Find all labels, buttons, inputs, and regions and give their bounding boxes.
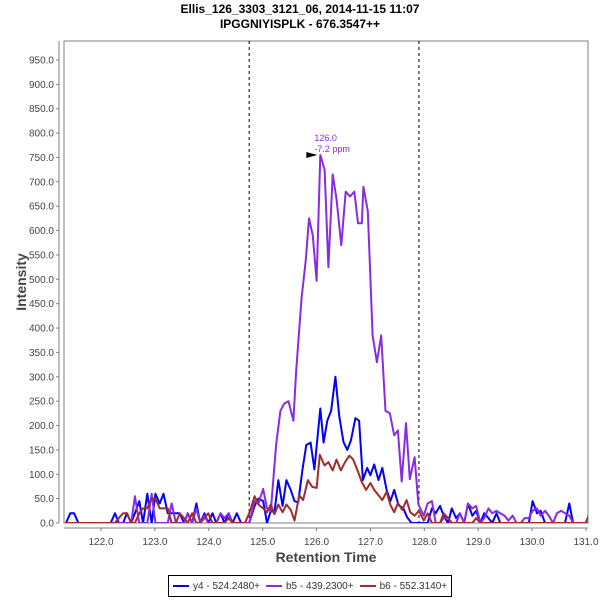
- y-tick-label: 850.0: [29, 104, 54, 115]
- y-tick-label: 200.0: [29, 421, 54, 432]
- y-axis: 0.0 50.0 100.0 150.0 200.0 250.0 300.0 350.0 400…: [29, 41, 60, 530]
- legend-swatch-b6: [359, 585, 376, 587]
- y-tick-label: 450.0: [29, 299, 54, 310]
- y-tick-label: 50.0: [35, 494, 55, 505]
- series-line-b5: [66, 154, 588, 523]
- annotation-ppm: -7.2 ppm: [314, 144, 350, 154]
- y-tick-label: 700.0: [29, 177, 54, 188]
- peak-annotation: 126.0 -7.2 ppm: [306, 133, 350, 159]
- legend-swatch-b5: [266, 585, 282, 587]
- annotation-rt: 126.0: [314, 133, 337, 143]
- y-tick-label: 550.0: [29, 250, 54, 261]
- x-tick-label: 130.0: [520, 537, 545, 548]
- y-tick-label: 800.0: [29, 129, 54, 140]
- x-tick-label: 126.0: [304, 537, 329, 548]
- x-tick-label: 128.0: [412, 537, 437, 548]
- y-tick-label: 300.0: [29, 372, 54, 383]
- y-tick-label: 350.0: [29, 348, 54, 359]
- legend-label-y4: y4 - 524.2480+: [193, 580, 260, 592]
- y-tick-label: 900.0: [29, 80, 54, 91]
- x-tick-label: 122.0: [88, 537, 113, 548]
- legend-label-b6: b6 - 552.3140+: [379, 580, 448, 592]
- legend-item-b5: b5 - 439.2300+: [266, 581, 354, 592]
- y-tick-label: 400.0: [29, 324, 54, 335]
- y-tick-label: 500.0: [29, 275, 54, 286]
- x-tick-label: 124.0: [196, 537, 221, 548]
- x-axis-title: Retention Time: [276, 549, 377, 565]
- y-tick-label: 750.0: [29, 153, 54, 164]
- y-tick-label: 250.0: [29, 397, 54, 408]
- y-axis-title: Intensity: [13, 253, 29, 311]
- x-axis: 122.0 123.0 124.0 125.0 126.0 127.0 128.0 129.0…: [64, 527, 599, 548]
- plot-frame: [63, 40, 589, 524]
- y-tick-label: 650.0: [29, 202, 54, 213]
- legend-label-b5: b5 - 439.2300+: [286, 580, 354, 592]
- series-line-b6: [66, 453, 588, 523]
- x-tick-label: 125.0: [250, 537, 275, 548]
- x-tick-label: 131.0: [573, 537, 598, 548]
- chart-title: Ellis_126_3303_3121_06, 2014-11-15 11:07: [181, 2, 420, 16]
- series-layer: [65, 154, 588, 523]
- y-tick-label: 150.0: [29, 445, 54, 456]
- chart-subtitle: IPGGNIYISPLK - 676.3547++: [220, 17, 380, 31]
- y-tick-label: 950.0: [29, 56, 54, 67]
- plot-area: 126.0 -7.2 ppm: [63, 40, 589, 524]
- y-tick-label: 0.0: [40, 519, 54, 530]
- legend-item-b6: b6 - 552.3140+: [359, 580, 448, 592]
- integration-bounds: [248, 41, 420, 523]
- legend: y4 - 524.2480+ b5 - 439.2300+ b6 - 552.3…: [168, 575, 453, 597]
- legend-item-y4: y4 - 524.2480+: [173, 581, 260, 592]
- legend-swatch-y4: [173, 585, 189, 587]
- y-tick-label: 100.0: [29, 470, 54, 481]
- x-tick-label: 129.0: [466, 537, 491, 548]
- x-tick-label: 127.0: [358, 537, 383, 548]
- x-tick-label: 123.0: [142, 537, 167, 548]
- y-tick-label: 600.0: [29, 226, 54, 237]
- peak-marker-arrow-icon: [306, 152, 318, 159]
